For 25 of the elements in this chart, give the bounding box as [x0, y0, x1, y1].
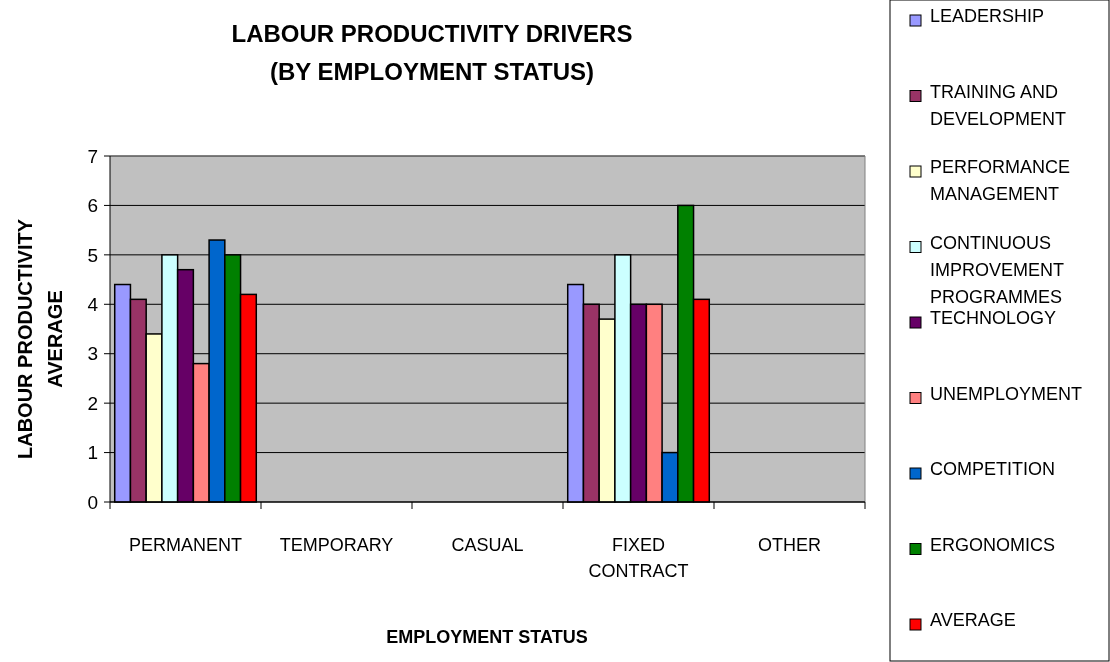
y-tick-label: 5: [87, 244, 98, 266]
legend-label: ERGONOMICS: [930, 534, 1056, 555]
y-tick-label: 2: [87, 392, 98, 414]
legend-label: CONTINUOUS IMPROVEMENT PROGRAMMES: [930, 232, 1065, 307]
legend-label: LEADERSHIP: [930, 6, 1045, 26]
y-tick-label: 7: [87, 145, 98, 167]
x-axis-title: EMPLOYMENT STATUS: [386, 627, 588, 647]
legend-label: TRAINING AND DEVELOPMENT: [930, 81, 1067, 129]
legend-label: UNEMPLOYMENT: [930, 383, 1083, 404]
y-tick-label: 3: [87, 343, 98, 365]
legend-label: AVERAGE: [930, 610, 1016, 630]
x-tick-label: CASUAL: [451, 535, 524, 555]
y-tick-label: 1: [87, 442, 98, 464]
y-tick-label: 0: [87, 491, 98, 513]
y-axis-title: LABOUR PRODUCTIVITY AVERAGE: [14, 218, 66, 459]
x-tick-label: PERMANENT: [128, 535, 243, 555]
chart-title: LABOUR PRODUCTIVITY DRIVERS (BY EMPLOYMENT STATUS): [231, 20, 633, 85]
y-tick-label: 4: [87, 293, 99, 315]
y-tick-label: 6: [87, 195, 98, 217]
x-tick-label: FIXED CONTRACT: [588, 535, 689, 581]
legend-label: COMPETITION: [930, 459, 1055, 479]
x-tick-label: OTHER: [758, 535, 821, 555]
legend-label: TECHNOLOGY: [930, 308, 1057, 328]
x-tick-label: TEMPORARY: [279, 535, 394, 555]
legend-label: PERFORMANCE MANAGEMENT: [930, 157, 1071, 204]
